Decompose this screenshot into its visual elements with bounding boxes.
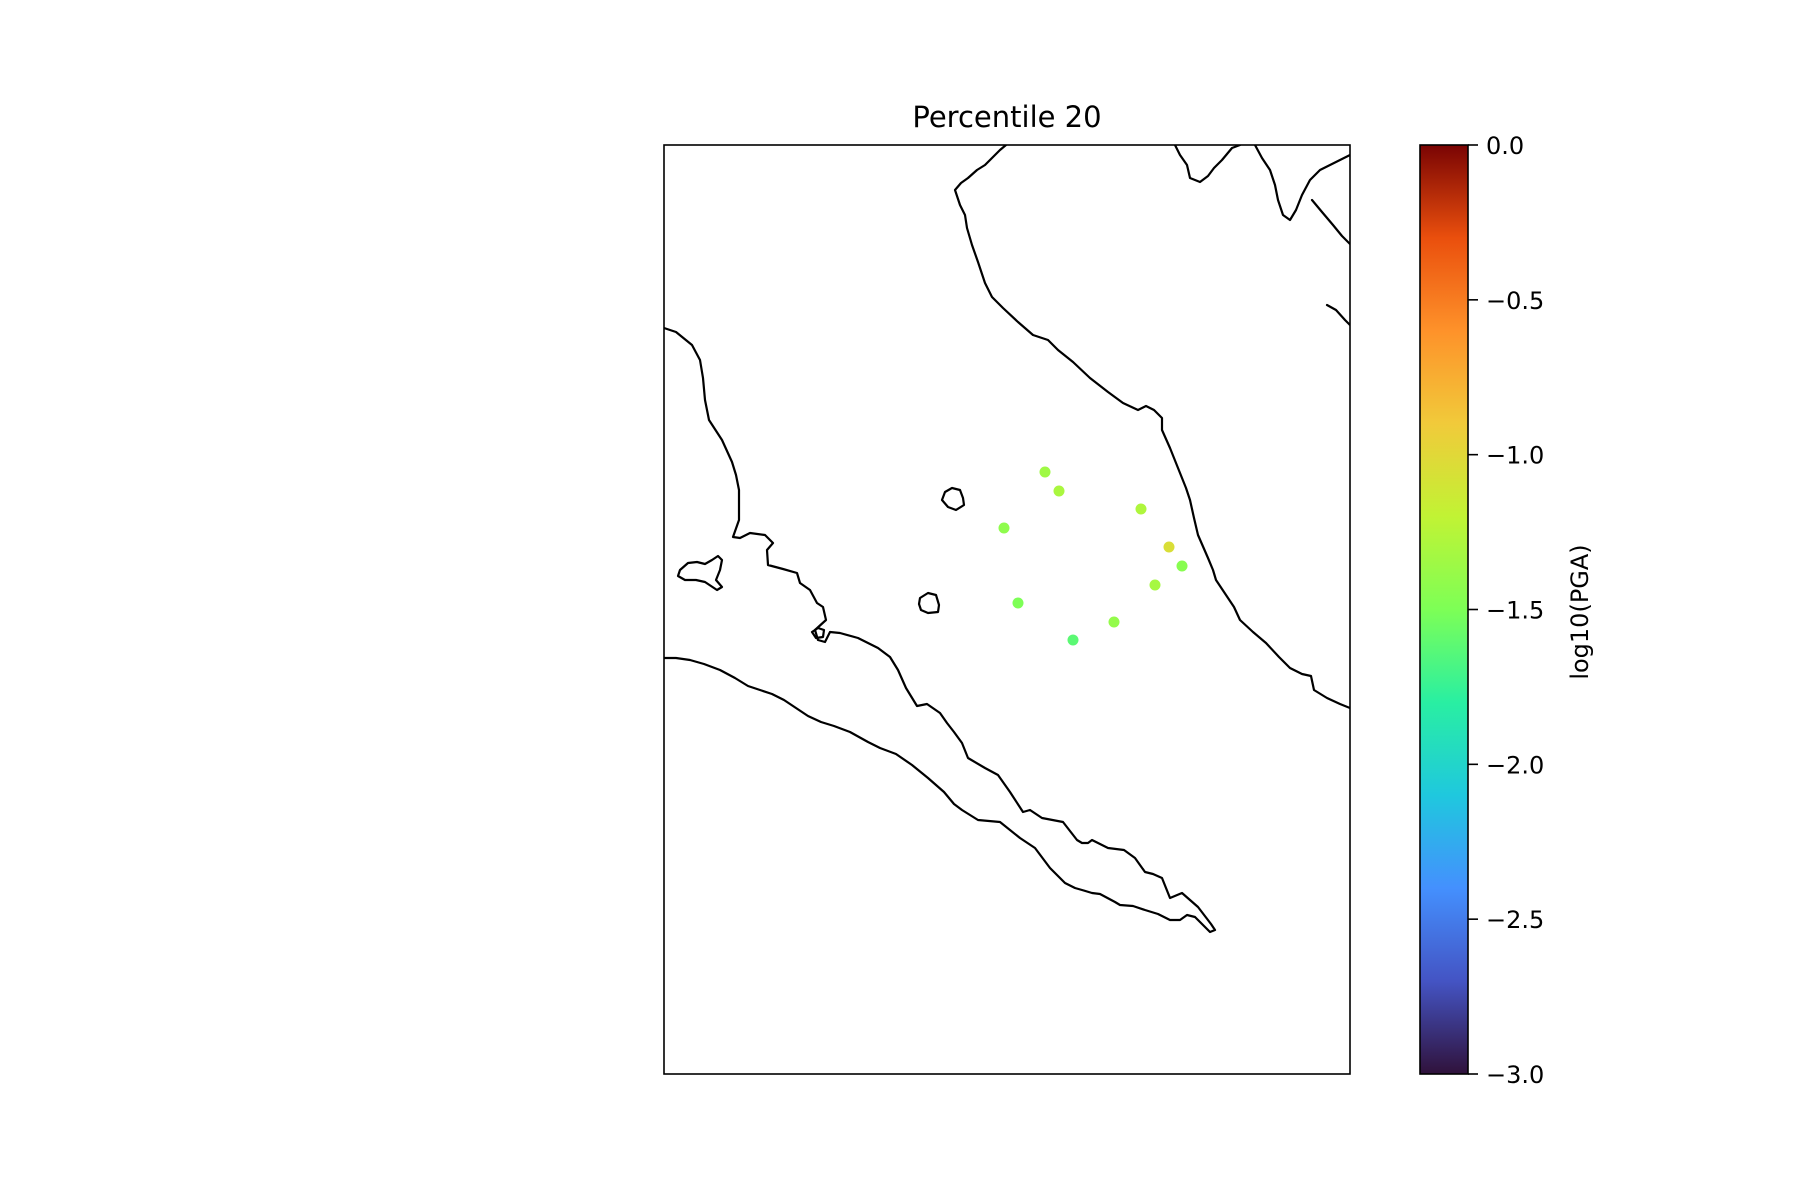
coastline-adriatic-italy bbox=[953, 145, 1350, 710]
coastline-croatia-east bbox=[1253, 145, 1350, 222]
map-area bbox=[663, 144, 1351, 1075]
map-frame bbox=[663, 144, 1351, 1075]
colorbar: 0.0 −0.5 −1.0 −1.5 −2.0 −2.5 −3.0 log10(PGA) bbox=[1419, 132, 1594, 1089]
coastline-croatia-islands bbox=[1310, 198, 1350, 246]
elba-island bbox=[676, 554, 724, 592]
giglio-dot bbox=[810, 626, 826, 640]
coastline-croatia-islands-2 bbox=[1325, 303, 1350, 327]
colorbar-gradient bbox=[1419, 144, 1469, 1075]
station-point bbox=[1053, 485, 1065, 497]
station-point bbox=[998, 522, 1010, 534]
station-point bbox=[1163, 541, 1175, 553]
station-point bbox=[1108, 616, 1120, 628]
station-point bbox=[1039, 466, 1051, 478]
colorbar-ticks: 0.0 −0.5 −1.0 −1.5 −2.0 −2.5 −3.0 bbox=[1468, 132, 1544, 1089]
lake-bolsena bbox=[917, 591, 941, 615]
colorbar-tick-label: −1.5 bbox=[1486, 597, 1544, 625]
station-point bbox=[1149, 579, 1161, 591]
colorbar-tick-label: −3.0 bbox=[1486, 1061, 1544, 1089]
chart-title: Percentile 20 bbox=[912, 100, 1101, 134]
station-point bbox=[1176, 560, 1188, 572]
colorbar-tick-label: −0.5 bbox=[1486, 287, 1544, 315]
lake-trasimeno bbox=[940, 486, 966, 512]
colorbar-tick-label: −2.5 bbox=[1486, 906, 1544, 934]
colorbar-label: log10(PGA) bbox=[1566, 544, 1594, 679]
station-points bbox=[998, 466, 1188, 646]
colorbar-tick-label: −2.0 bbox=[1486, 751, 1544, 779]
coastline-croatia bbox=[1173, 145, 1242, 184]
colorbar-tick-label: 0.0 bbox=[1486, 132, 1524, 160]
map-background bbox=[664, 145, 1350, 1074]
station-point bbox=[1135, 503, 1147, 515]
station-point bbox=[1012, 597, 1024, 609]
colorbar-tick-label: −1.0 bbox=[1486, 442, 1544, 470]
station-point bbox=[1067, 634, 1079, 646]
coastline-tyrrhenian bbox=[664, 326, 1217, 934]
